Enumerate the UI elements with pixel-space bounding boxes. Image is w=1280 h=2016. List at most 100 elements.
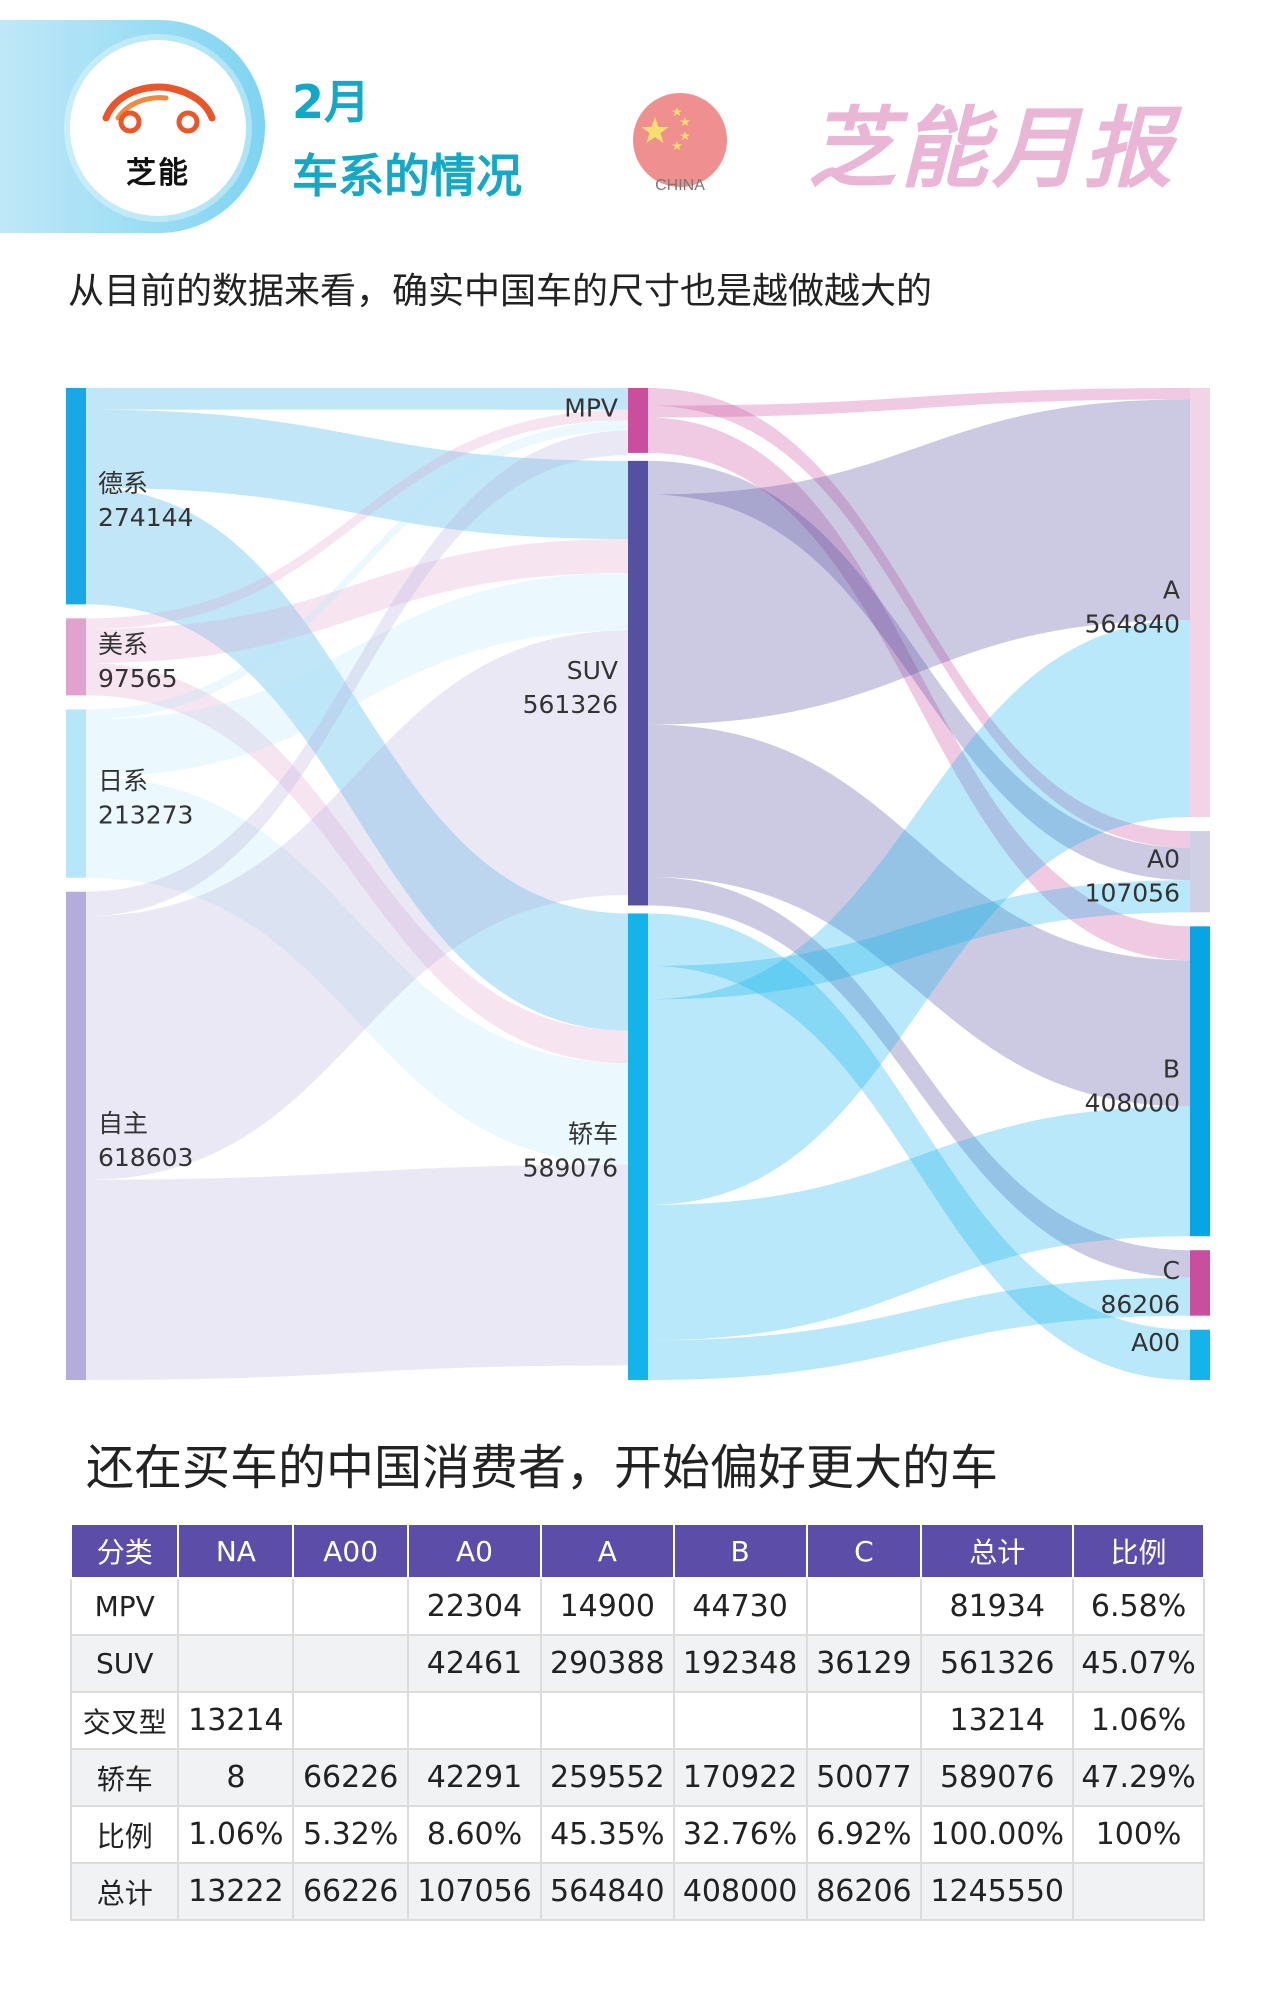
table-header-row: 分类 NA A00 A0 A B C 总计 比例 bbox=[69, 1523, 1205, 1579]
sankey-node-label: MPV bbox=[564, 393, 618, 422]
sankey-link-body-segment bbox=[648, 1106, 1190, 1341]
table-row: 轿车 8 66226 42291 259552 170922 50077 589076 47.2… bbox=[69, 1748, 1205, 1807]
table-cell: 50077 bbox=[805, 1748, 923, 1807]
sankey-link-origin-body bbox=[86, 420, 628, 720]
sankey-node-label: A0 bbox=[1147, 845, 1180, 874]
table-header: B bbox=[672, 1523, 808, 1579]
sankey-node bbox=[628, 460, 648, 906]
table-cell: 13222 bbox=[177, 1862, 295, 1921]
flag-label: CHINA bbox=[655, 177, 705, 194]
sankey-node bbox=[628, 388, 648, 453]
table-header: NA bbox=[177, 1523, 295, 1579]
table-cell: 32.76% bbox=[672, 1805, 808, 1864]
table-cell: 1245550 bbox=[920, 1862, 1075, 1921]
sankey-labels: 德系 274144 美系 97565 日系 213273 自主 618603 MPV SUV 561… bbox=[98, 393, 1180, 1356]
sankey-node bbox=[66, 618, 86, 696]
sankey-node-label: 美系 bbox=[98, 630, 148, 659]
table-cell: 81934 bbox=[920, 1577, 1075, 1636]
table-row: 比例 1.06% 5.32% 8.60% 45.35% 32.76% 6.92% 100.00… bbox=[69, 1805, 1205, 1864]
sankey-link-origin-body bbox=[86, 663, 628, 1064]
table-row: 总计 13222 66226 107056 564840 408000 86206 12455… bbox=[69, 1862, 1205, 1921]
sankey-link-origin-body bbox=[86, 1164, 628, 1380]
header-title: 车系的情况 bbox=[292, 149, 522, 203]
table-row-header: 交叉型 bbox=[69, 1691, 180, 1750]
sankey-link-origin-body bbox=[86, 630, 628, 1180]
sankey-links bbox=[86, 388, 1190, 1380]
sankey-link-body-segment bbox=[648, 913, 1190, 1380]
sankey-node bbox=[1190, 1329, 1210, 1380]
table-header: A00 bbox=[292, 1523, 410, 1579]
table-header: A0 bbox=[407, 1523, 542, 1579]
sankey-node-value: 618603 bbox=[98, 1143, 193, 1172]
sankey-node-label: SUV bbox=[567, 656, 618, 685]
table-row: MPV 22304 14900 44730 81934 6.58% bbox=[69, 1577, 1205, 1636]
sankey-node-label: 轿车 bbox=[568, 1120, 618, 1149]
sankey-link-origin-body bbox=[86, 776, 628, 1165]
sankey-node-value: 107056 bbox=[1085, 879, 1180, 908]
sankey-node-value: 213273 bbox=[98, 801, 193, 830]
table-cell: 6.58% bbox=[1072, 1577, 1205, 1636]
table-cell bbox=[672, 1691, 808, 1750]
sankey-node bbox=[66, 388, 86, 605]
sankey-node-label: 自主 bbox=[98, 1109, 148, 1138]
table-cell: 192348 bbox=[672, 1634, 808, 1693]
table-cell: 44730 bbox=[672, 1577, 808, 1636]
sankey-link-body-segment bbox=[648, 388, 1190, 418]
table-cell: 42291 bbox=[407, 1748, 542, 1807]
table-header: 总计 bbox=[920, 1523, 1075, 1579]
table-cell: 100.00% bbox=[920, 1805, 1075, 1864]
table-cell bbox=[805, 1577, 923, 1636]
table-cell: 45.07% bbox=[1072, 1634, 1205, 1693]
table-cell: 1.06% bbox=[177, 1805, 295, 1864]
table-cell: 170922 bbox=[672, 1748, 808, 1807]
table-header: 分类 bbox=[69, 1523, 180, 1579]
sankey-node-label: 德系 bbox=[98, 469, 148, 498]
sankey-node-label: 日系 bbox=[98, 767, 148, 796]
table-cell bbox=[407, 1691, 542, 1750]
table-cell: 408000 bbox=[672, 1862, 808, 1921]
table-cell: 8 bbox=[177, 1748, 295, 1807]
sankey-node bbox=[628, 913, 648, 1380]
table-cell: 42461 bbox=[407, 1634, 542, 1693]
table-cell: 14900 bbox=[539, 1577, 675, 1636]
table-cell: 13214 bbox=[177, 1691, 295, 1750]
table-cell bbox=[1072, 1862, 1205, 1921]
sankey-node bbox=[1190, 388, 1210, 818]
table-cell bbox=[805, 1691, 923, 1750]
table-cell: 45.35% bbox=[539, 1805, 675, 1864]
table-cell: 589076 bbox=[920, 1748, 1075, 1807]
table-cell: 564840 bbox=[539, 1862, 675, 1921]
table-cell bbox=[177, 1634, 295, 1693]
table-cell: 561326 bbox=[920, 1634, 1075, 1693]
table-cell: 100% bbox=[1072, 1805, 1205, 1864]
table-row: SUV 42461 290388 192348 36129 561326 45.07% bbox=[69, 1634, 1205, 1693]
size-table: 分类 NA A00 A0 A B C 总计 比例 MPV 22304 14900 44… bbox=[69, 1523, 1205, 1921]
sankey-link-origin-body bbox=[86, 388, 628, 410]
sankey-node-label: A00 bbox=[1131, 1328, 1180, 1357]
table-cell bbox=[177, 1577, 295, 1636]
sankey-link-body-segment bbox=[648, 399, 1190, 725]
table-row-header: SUV bbox=[69, 1634, 180, 1693]
sankey-node bbox=[66, 709, 86, 878]
table-cell: 6.92% bbox=[805, 1805, 923, 1864]
sankey-link-body-segment bbox=[648, 417, 1190, 961]
logo: 芝能 bbox=[70, 40, 246, 216]
sankey-link-origin-body bbox=[86, 573, 628, 777]
sankey-link-body-segment bbox=[648, 724, 1190, 1107]
table-cell bbox=[292, 1577, 410, 1636]
sankey-node-label: C bbox=[1163, 1256, 1180, 1285]
section-title: 还在买车的中国消费者，开始偏好更大的车 bbox=[86, 1440, 999, 1496]
table-cell bbox=[292, 1691, 410, 1750]
sankey-node-value: 564840 bbox=[1085, 610, 1180, 639]
sankey-nodes bbox=[66, 388, 1210, 1380]
table-cell: 47.29% bbox=[1072, 1748, 1205, 1807]
sankey-link-origin-body bbox=[86, 430, 628, 917]
table-cell: 259552 bbox=[539, 1748, 675, 1807]
page-subtitle: 从目前的数据来看，确实中国车的尺寸也是越做越大的 bbox=[68, 271, 933, 312]
sankey-node bbox=[1190, 926, 1210, 1237]
table-row: 交叉型 13214 13214 1.06% bbox=[69, 1691, 1205, 1750]
table-cell: 22304 bbox=[407, 1577, 542, 1636]
sankey-node-value: 589076 bbox=[523, 1154, 618, 1183]
table-cell: 290388 bbox=[539, 1634, 675, 1693]
brand-title: 芝能月报 bbox=[808, 97, 1177, 200]
